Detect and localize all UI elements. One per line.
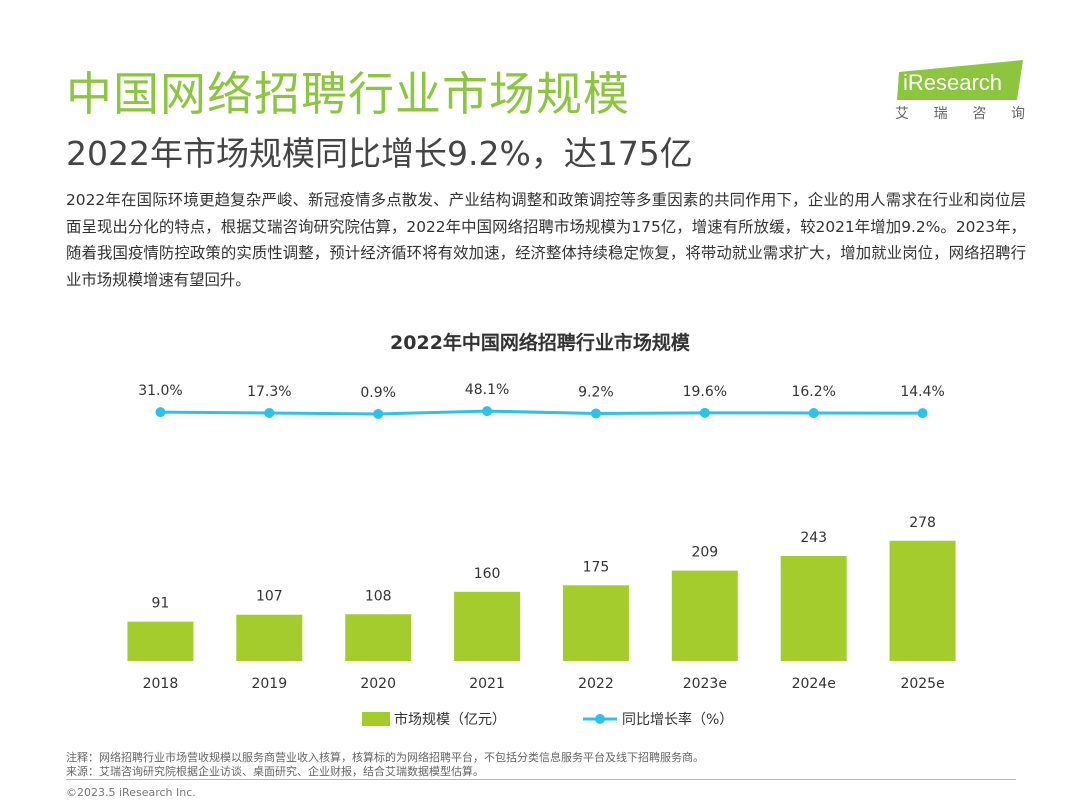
iresearch-logo: iResearch: [897, 60, 1023, 100]
growth-rate-label: 17.3%: [247, 384, 291, 400]
market-size-bar: [780, 555, 847, 661]
logo-tagline-char: 询: [1010, 106, 1025, 122]
market-size-chart: 31.0% 17.3% 0.9% 48.1% 9.2% 19.6% 16.2% 14.4% 91…: [127, 382, 956, 728]
growth-rate-point: [155, 407, 166, 418]
footer-note: 注释：网络招聘行业市场营收规模以服务商营业收入核算，核算标的为网络招聘平台，不包…: [66, 751, 704, 764]
growth-rate-point: [373, 408, 384, 419]
market-size-bar: [127, 621, 194, 661]
category-label: 2019: [251, 676, 287, 692]
legend-line-label: 同比增长率（%）: [622, 711, 733, 728]
growth-rate-point: [808, 408, 819, 419]
growth-rate-point: [917, 408, 928, 419]
category-label: 2022: [578, 676, 614, 692]
growth-rate-label: 14.4%: [900, 384, 944, 400]
page-title: 中国网络招聘行业市场规模: [66, 67, 630, 121]
market-size-label: 108: [365, 588, 392, 604]
market-size-bar: [562, 585, 629, 661]
category-label: 2023e: [683, 676, 727, 692]
footer-source: 来源：艾瑞咨询研究院根据企业访谈、桌面研究、企业财报，结合艾瑞数据模型估算。: [66, 765, 484, 778]
market-size-label: 175: [583, 559, 610, 575]
growth-rate-label: 19.6%: [683, 384, 727, 400]
description-paragraph: 2022年在国际环境更趋复杂严峻、新冠疫情多点散发、产业结构调整和政策调控等多重…: [66, 191, 1026, 289]
legend-bar-swatch: [362, 712, 390, 726]
growth-rate-label: 0.9%: [360, 385, 396, 401]
growth-rate-label: 48.1%: [465, 382, 509, 398]
category-label: 2021: [469, 676, 505, 692]
footer-notes: 注释：网络招聘行业市场营收规模以服务商营业收入核算，核算标的为网络招聘平台，不包…: [66, 751, 1016, 779]
growth-rate-label: 16.2%: [791, 384, 835, 400]
growth-rate-point: [482, 406, 493, 417]
logo-text: iResearch: [903, 70, 1002, 95]
chart-title: 2022年中国网络招聘行业市场规模: [390, 332, 690, 354]
market-size-bar: [454, 591, 521, 661]
logo-tagline-char: 瑞: [933, 106, 948, 122]
growth-rate-line: [160, 409, 923, 416]
market-size-bar: [889, 540, 956, 661]
logo-tagline-char: 咨: [972, 106, 987, 122]
logo-swoosh: [897, 60, 1023, 100]
market-size-label: 278: [909, 515, 936, 531]
copyright: ©2023.5 iResearch Inc.: [66, 786, 196, 799]
logo-tagline: 艾 瑞 咨 询: [895, 103, 1025, 123]
market-size-label: 107: [256, 589, 283, 605]
logo-tagline-char: 艾: [895, 106, 909, 122]
market-size-bar: [345, 614, 412, 661]
footer-divider: [66, 779, 1016, 780]
category-label: 2020: [360, 676, 396, 692]
market-size-bar: [236, 614, 303, 661]
market-size-label: 243: [800, 530, 827, 546]
market-size-label: 209: [691, 545, 718, 561]
growth-rate-point: [590, 408, 601, 419]
growth-rate-label: 31.0%: [138, 383, 182, 399]
category-label: 2024e: [792, 676, 836, 692]
growth-rate-point: [264, 407, 275, 418]
market-size-label: 160: [474, 566, 501, 582]
growth-rate-point: [699, 407, 710, 418]
market-size-bar: [671, 570, 738, 661]
legend-bar-label: 市场规模（亿元）: [394, 711, 506, 728]
category-label: 2018: [143, 676, 179, 692]
category-label: 2025e: [900, 676, 944, 692]
legend-line-marker: [595, 714, 605, 724]
growth-rate-label: 9.2%: [578, 384, 614, 400]
page-subtitle: 2022年市场规模同比增长9.2%，达175亿: [66, 134, 693, 173]
market-size-label: 91: [152, 596, 170, 612]
